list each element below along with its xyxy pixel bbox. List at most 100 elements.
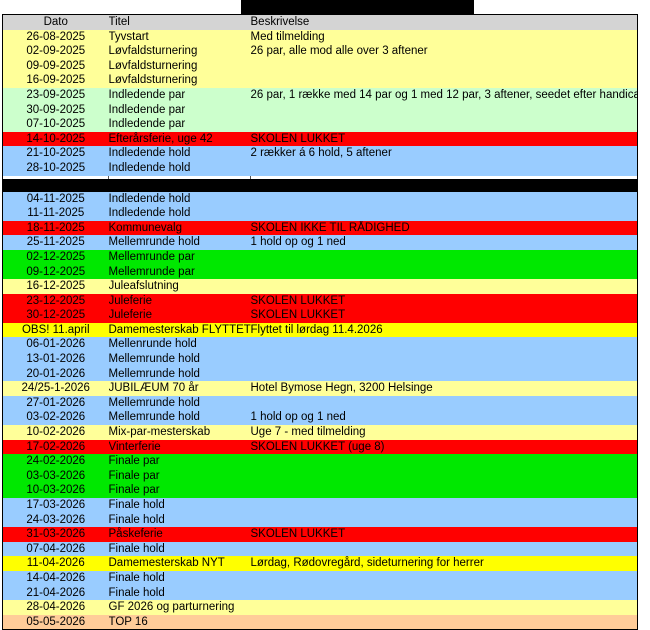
cell-titel[interactable]: Indledende hold <box>108 206 251 221</box>
cell-dato[interactable]: 02-09-2025 <box>2 44 109 59</box>
cell-beskrivelse[interactable]: Hotel Bymose Hegn, 3200 Helsinge <box>250 381 638 396</box>
table-row[interactable]: 07-04-2026 Finale hold <box>2 541 638 557</box>
cell-beskrivelse[interactable] <box>250 58 638 74</box>
cell-dato[interactable]: 14-04-2026 <box>2 570 109 586</box>
cell-titel[interactable]: Mellemrunde hold <box>108 352 251 367</box>
cell-dato[interactable]: 06-01-2026 <box>2 337 109 353</box>
cell-beskrivelse[interactable] <box>250 117 638 132</box>
cell-dato[interactable]: 09-12-2025 <box>2 264 109 280</box>
cell-beskrivelse[interactable] <box>250 279 638 294</box>
cell-beskrivelse[interactable]: SKOLEN LUKKET <box>250 527 638 542</box>
cell-dato[interactable]: 30-09-2025 <box>2 102 109 118</box>
cell-beskrivelse[interactable] <box>250 585 638 601</box>
cell-dato[interactable]: 24-03-2026 <box>2 512 109 528</box>
cell-beskrivelse[interactable] <box>250 337 638 353</box>
cell-dato[interactable]: 05-05-2026 <box>2 614 109 630</box>
table-row[interactable]: 13-01-2026 Mellemrunde hold <box>2 352 638 367</box>
cell-titel[interactable]: TOP 16 <box>108 614 251 630</box>
table-row[interactable]: 25-11-2025 Mellemrunde hold 1 hold op og 1… <box>2 235 638 250</box>
cell-beskrivelse[interactable] <box>250 366 638 382</box>
cell-titel[interactable]: Finale par <box>108 468 251 484</box>
cell-dato[interactable]: 28-10-2025 <box>2 160 109 176</box>
table-row[interactable]: 11-11-2025 Indledende hold <box>2 206 638 221</box>
table-row[interactable]: 02-12-2025 Mellemrunde par <box>2 249 638 265</box>
cell-titel[interactable]: Finale par <box>108 483 251 498</box>
cell-titel[interactable]: Mellemrunde hold <box>108 366 251 382</box>
cell-titel[interactable]: Mellemrunde hold <box>108 235 251 250</box>
cell-beskrivelse[interactable] <box>250 614 638 630</box>
cell-titel[interactable]: Løvfaldsturnering <box>108 73 251 88</box>
cell-beskrivelse[interactable] <box>250 498 638 513</box>
cell-beskrivelse[interactable]: 1 hold op og 1 ned <box>250 235 638 250</box>
table-row[interactable]: 30-12-2025 Juleferie SKOLEN LUKKET <box>2 308 638 323</box>
cell-beskrivelse[interactable]: SKOLEN LUKKET <box>250 293 638 309</box>
cell-dato[interactable]: 24-02-2026 <box>2 454 109 469</box>
table-row[interactable]: 02-09-2025 Løvfaldsturnering 26 par, alle … <box>2 44 638 59</box>
table-row[interactable]: 10-03-2026 Finale par <box>2 483 638 498</box>
cell-beskrivelse[interactable] <box>250 264 638 280</box>
cell-dato[interactable]: 23-09-2025 <box>2 87 109 103</box>
table-row[interactable]: OBS! 11.april Damemesterskab FLYTTET Flytt… <box>2 322 638 338</box>
table-row[interactable]: 06-01-2026 Mellenrunde hold <box>2 337 638 353</box>
cell-titel[interactable]: Løvfaldsturnering <box>108 58 251 74</box>
cell-titel[interactable]: GF 2026 og parturnering <box>108 600 251 615</box>
cell-beskrivelse[interactable] <box>250 160 638 176</box>
table-row[interactable]: 28-04-2026 GF 2026 og parturnering <box>2 600 638 615</box>
cell-dato[interactable]: 11-04-2026 <box>2 556 109 571</box>
cell-titel[interactable]: Finale hold <box>108 585 251 601</box>
cell-dato[interactable]: 27-01-2026 <box>2 395 109 411</box>
cell-titel[interactable]: Løvfaldsturnering <box>108 44 251 59</box>
table-row[interactable]: 14-04-2026 Finale hold <box>2 570 638 586</box>
cell-titel[interactable]: Juleferie <box>108 293 251 309</box>
cell-beskrivelse[interactable]: 2 rækker á 6 hold, 5 aftener <box>250 146 638 161</box>
cell-beskrivelse[interactable] <box>250 541 638 557</box>
table-row[interactable]: 31-03-2026 Påskeferie SKOLEN LUKKET <box>2 527 638 542</box>
cell-dato[interactable]: 23-12-2025 <box>2 293 109 309</box>
cell-dato[interactable]: 24/25-1-2026 <box>2 381 109 396</box>
cell-dato[interactable]: 14-10-2025 <box>2 131 109 147</box>
table-row[interactable]: 09-12-2025 Mellemrunde par <box>2 264 638 280</box>
cell-titel[interactable]: Mellemrunde hold <box>108 395 251 411</box>
cell-titel[interactable]: Mellemrunde hold <box>108 410 251 426</box>
cell-titel[interactable]: Damemesterskab FLYTTET <box>108 322 251 338</box>
cell-dato[interactable]: 17-03-2026 <box>2 498 109 513</box>
table-row[interactable]: 23-12-2025 Juleferie SKOLEN LUKKET <box>2 293 638 309</box>
cell-dato[interactable]: 28-04-2026 <box>2 600 109 615</box>
cell-dato[interactable]: 18-11-2025 <box>2 220 109 236</box>
column-header-beskrivelse[interactable]: Beskrivelse <box>250 14 638 30</box>
cell-titel[interactable]: Mix-par-mesterskab <box>108 425 251 440</box>
cell-dato[interactable]: 16-12-2025 <box>2 279 109 294</box>
cell-dato[interactable]: 17-02-2026 <box>2 439 109 455</box>
cell-titel[interactable]: Mellemrunde par <box>108 264 251 280</box>
table-row[interactable]: 27-01-2026 Mellemrunde hold <box>2 395 638 411</box>
cell-beskrivelse[interactable]: SKOLEN LUKKET (uge 8) <box>250 439 638 455</box>
cell-dato[interactable]: OBS! 11.april <box>2 322 109 338</box>
cell-titel[interactable]: Mellemrunde par <box>108 249 251 265</box>
cell-beskrivelse[interactable] <box>250 206 638 221</box>
cell-dato[interactable]: 07-10-2025 <box>2 117 109 132</box>
cell-dato[interactable]: 13-01-2026 <box>2 352 109 367</box>
cell-titel[interactable]: Efterårsferie, uge 42 <box>108 131 251 147</box>
cell-dato[interactable]: 20-01-2026 <box>2 366 109 382</box>
cell-titel[interactable]: Finale hold <box>108 498 251 513</box>
cell-titel[interactable]: Finale par <box>108 454 251 469</box>
cell-titel[interactable]: Indledende par <box>108 87 251 103</box>
cell-titel[interactable]: Juleafslutning <box>108 279 251 294</box>
table-row[interactable]: 26-08-2025 Tyvstart Med tilmelding <box>2 29 638 45</box>
cell-dato[interactable]: 26-08-2025 <box>2 29 109 45</box>
cell-dato[interactable]: 07-04-2026 <box>2 541 109 557</box>
cell-beskrivelse[interactable]: 1 hold op og 1 ned <box>250 410 638 426</box>
table-row[interactable]: 03-03-2026 Finale par <box>2 468 638 484</box>
table-row[interactable]: 16-12-2025 Juleafslutning <box>2 279 638 294</box>
cell-titel[interactable]: JUBILÆUM 70 år <box>108 381 251 396</box>
table-row[interactable]: 20-01-2026 Mellemrunde hold <box>2 366 638 382</box>
table-row[interactable]: 21-04-2026 Finale hold <box>2 585 638 601</box>
cell-titel[interactable]: Kommunevalg <box>108 220 251 236</box>
cell-titel[interactable]: Juleferie <box>108 308 251 323</box>
cell-dato[interactable]: 21-10-2025 <box>2 146 109 161</box>
cell-titel[interactable]: Indledende hold <box>108 146 251 161</box>
table-row[interactable]: 11-04-2026 Damemesterskab NYT Lørdag, Rødo… <box>2 556 638 571</box>
table-row[interactable]: 17-02-2026 Vinterferie SKOLEN LUKKET (uge … <box>2 439 638 455</box>
cell-titel[interactable]: Damemesterskab NYT <box>108 556 251 571</box>
cell-beskrivelse[interactable] <box>250 483 638 498</box>
